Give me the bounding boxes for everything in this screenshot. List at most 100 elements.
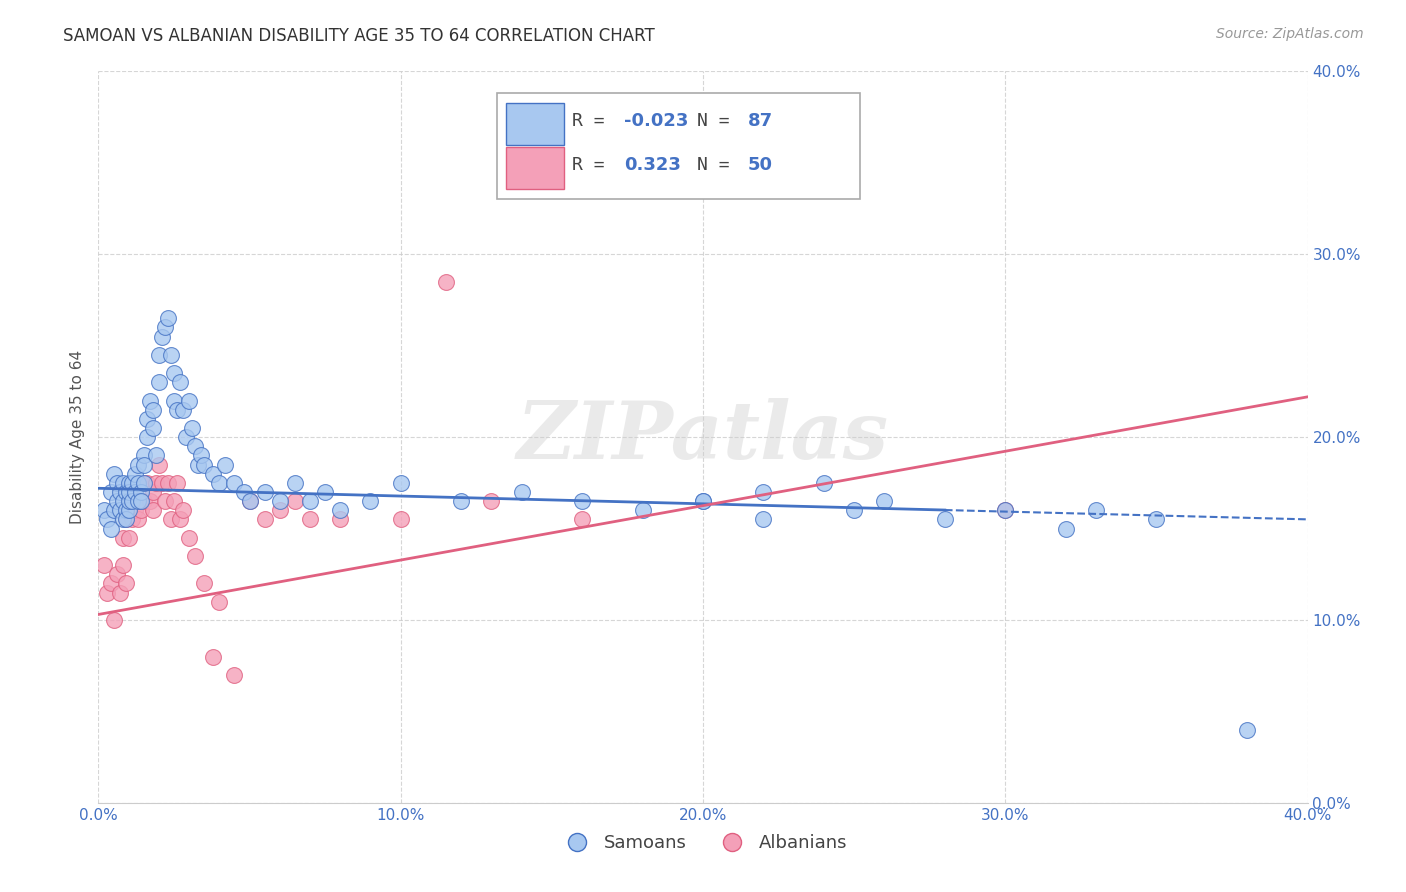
- Point: [132, 494, 155, 508]
- Text: 50: 50: [748, 156, 773, 174]
- Point: [105, 475, 128, 490]
- Point: [111, 558, 134, 573]
- Point: [108, 585, 131, 599]
- FancyBboxPatch shape: [506, 103, 564, 145]
- Point: [179, 531, 201, 545]
- Point: [172, 503, 194, 517]
- Point: [145, 448, 167, 462]
- Point: [160, 512, 183, 526]
- Point: [96, 585, 118, 599]
- Point: [329, 503, 352, 517]
- Point: [224, 667, 246, 681]
- Point: [103, 613, 125, 627]
- Point: [1054, 521, 1077, 535]
- Point: [108, 503, 131, 517]
- Point: [148, 375, 170, 389]
- Point: [269, 494, 291, 508]
- Point: [169, 375, 191, 389]
- Text: 87: 87: [748, 112, 773, 130]
- Point: [114, 576, 136, 591]
- Point: [239, 494, 262, 508]
- Point: [360, 494, 382, 508]
- Point: [1144, 512, 1167, 526]
- Point: [121, 494, 143, 508]
- Point: [284, 494, 307, 508]
- Point: [163, 393, 186, 408]
- Point: [118, 485, 141, 500]
- Point: [1085, 503, 1108, 517]
- Point: [121, 512, 143, 526]
- Text: -0.023: -0.023: [624, 112, 689, 130]
- Point: [105, 567, 128, 582]
- Point: [118, 494, 141, 508]
- Point: [224, 475, 246, 490]
- Point: [124, 485, 146, 500]
- Point: [114, 512, 136, 526]
- Point: [813, 475, 835, 490]
- Point: [118, 475, 141, 490]
- Point: [129, 485, 152, 500]
- Point: [142, 402, 165, 417]
- Point: [389, 475, 412, 490]
- Text: ZIPatlas: ZIPatlas: [517, 399, 889, 475]
- Point: [93, 558, 115, 573]
- Point: [127, 458, 149, 472]
- Point: [193, 576, 215, 591]
- Point: [166, 475, 188, 490]
- Point: [193, 458, 215, 472]
- Point: [142, 421, 165, 435]
- Point: [114, 503, 136, 517]
- Point: [873, 494, 896, 508]
- Point: [434, 275, 457, 289]
- Point: [114, 485, 136, 500]
- Point: [752, 512, 775, 526]
- Point: [111, 475, 134, 490]
- Point: [93, 503, 115, 517]
- Point: [124, 503, 146, 517]
- Point: [239, 494, 262, 508]
- Point: [129, 494, 152, 508]
- Point: [127, 494, 149, 508]
- Point: [232, 485, 254, 500]
- Point: [214, 458, 236, 472]
- Point: [169, 512, 191, 526]
- Text: R =: R =: [572, 112, 616, 130]
- Point: [184, 439, 207, 453]
- Text: R =: R =: [572, 156, 627, 174]
- Point: [111, 531, 134, 545]
- Point: [139, 393, 162, 408]
- Point: [100, 576, 122, 591]
- Point: [127, 512, 149, 526]
- Point: [510, 485, 533, 500]
- Point: [100, 485, 122, 500]
- Point: [299, 494, 322, 508]
- Point: [142, 485, 165, 500]
- Point: [124, 485, 146, 500]
- Point: [121, 475, 143, 490]
- Point: [135, 475, 157, 490]
- Point: [100, 521, 122, 535]
- Point: [314, 485, 336, 500]
- Point: [187, 458, 209, 472]
- Point: [118, 503, 141, 517]
- Point: [994, 503, 1017, 517]
- Point: [179, 393, 201, 408]
- Point: [163, 494, 186, 508]
- Point: [571, 494, 593, 508]
- Point: [174, 430, 197, 444]
- Point: [150, 329, 173, 343]
- Point: [148, 348, 170, 362]
- Point: [105, 494, 128, 508]
- Point: [135, 430, 157, 444]
- Text: Source: ZipAtlas.com: Source: ZipAtlas.com: [1216, 27, 1364, 41]
- Point: [571, 512, 593, 526]
- Point: [299, 512, 322, 526]
- Point: [329, 512, 352, 526]
- Point: [127, 475, 149, 490]
- Point: [208, 594, 231, 608]
- Point: [118, 531, 141, 545]
- Point: [163, 366, 186, 380]
- Point: [142, 503, 165, 517]
- Point: [145, 475, 167, 490]
- Point: [752, 485, 775, 500]
